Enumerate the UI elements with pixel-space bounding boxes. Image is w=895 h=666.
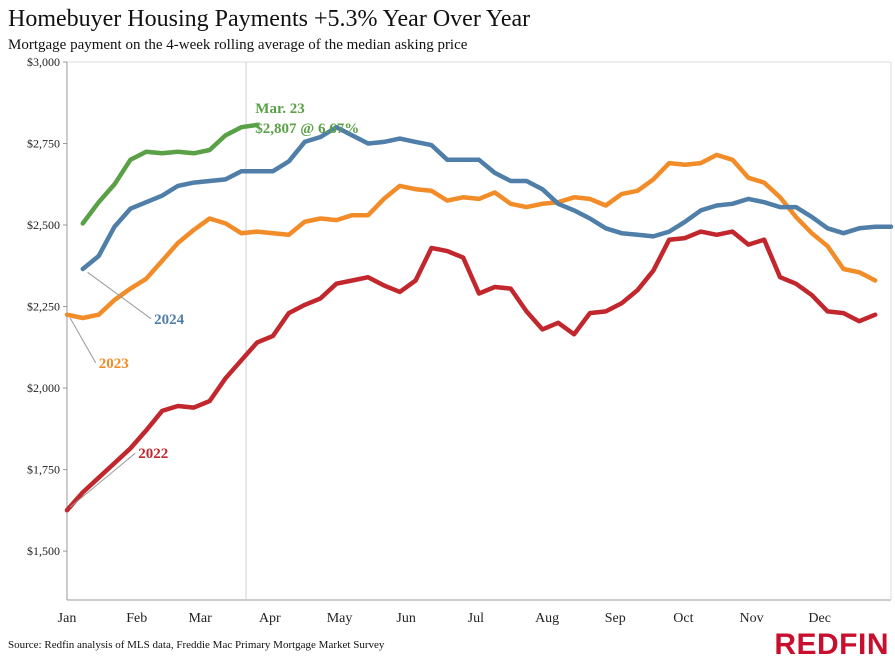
series-label-leader: [69, 317, 97, 364]
series-line-2024: [80, 124, 894, 272]
x-tick-label: Feb: [126, 611, 147, 626]
series-lines: [64, 122, 894, 513]
source-note: Source: Redfin analysis of MLS data, Fre…: [8, 639, 385, 651]
chart-subtitle: Mortgage payment on the 4-week rolling a…: [8, 37, 468, 53]
redfin-logo: REDFIN: [774, 628, 889, 661]
x-tick-label: Sep: [605, 611, 626, 626]
series-line-2022: [64, 229, 878, 513]
series-line-2023: [64, 152, 878, 321]
series-line-current: [80, 122, 260, 226]
annotation: Mar. 23 $2,807 @ 6.67%: [255, 101, 359, 137]
chart-title: Homebuyer Housing Payments +5.3% Year Ov…: [8, 6, 531, 32]
series-label: 2022: [138, 446, 168, 462]
axes: $1,500 $1,750 $2,000 $2,250 $2,500 $2,750 $3,0…: [27, 55, 892, 626]
x-tick-label: Jul: [468, 611, 484, 626]
x-tick-label: Mar: [188, 611, 212, 626]
annotation-date: Mar. 23: [255, 101, 304, 117]
series-label-leader: [69, 452, 136, 508]
x-tick-label: Jun: [396, 611, 415, 626]
series-labels: 2022 2023 2024: [69, 271, 185, 508]
x-tick-label: Nov: [739, 611, 763, 626]
annotation-value: $2,807 @ 6.67%: [255, 121, 359, 137]
series-label: 2023: [99, 356, 129, 372]
x-tick-label: Dec: [808, 611, 831, 626]
x-tick-label: Aug: [535, 611, 559, 626]
x-tick-label: Jan: [58, 611, 77, 626]
y-tick-label: $3,000: [27, 55, 60, 69]
y-tick-label: $2,000: [27, 381, 60, 395]
y-tick-label: $2,500: [27, 218, 60, 232]
y-tick-label: $1,500: [27, 544, 60, 558]
x-tick-label: Apr: [259, 611, 281, 626]
y-tick-label: $1,750: [27, 463, 60, 477]
series-label: 2024: [154, 312, 185, 328]
series-label-leader: [87, 271, 152, 320]
x-tick-label: May: [327, 611, 353, 626]
y-tick-label: $2,250: [27, 300, 60, 314]
y-tick-label: $2,750: [27, 137, 60, 151]
x-tick-label: Oct: [673, 611, 693, 626]
